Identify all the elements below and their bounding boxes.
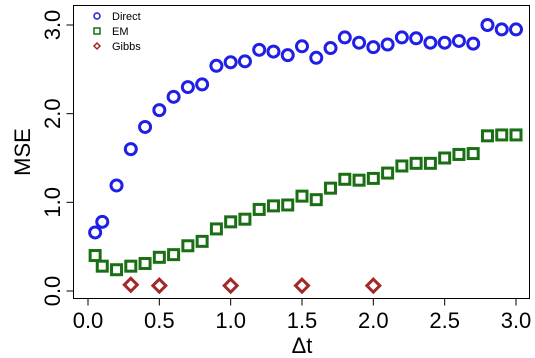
em-point	[281, 198, 295, 212]
direct-point	[437, 35, 452, 50]
em-point	[266, 199, 280, 213]
direct-point	[323, 41, 338, 56]
em-point	[423, 156, 437, 170]
direct-point	[494, 22, 509, 37]
direct-point	[380, 37, 395, 52]
x-axis: 0.0 0.5 1.0 1.5 2.0 2.5 3.0	[73, 298, 532, 333]
em-point	[480, 129, 494, 143]
legend-gibbs-marker	[92, 41, 102, 51]
direct-point	[451, 33, 466, 48]
em-point	[167, 248, 181, 262]
direct-point	[394, 30, 409, 45]
em-point	[495, 128, 509, 142]
em-point	[195, 234, 209, 248]
legend-direct-label: Direct	[112, 11, 141, 23]
y-tick-label: 1.0	[40, 187, 65, 218]
em-point	[224, 215, 238, 229]
em-point	[366, 171, 380, 185]
direct-point	[95, 214, 110, 229]
legend-gibbs-label: Gibbs	[112, 41, 141, 53]
gibbs-point	[222, 277, 240, 295]
direct-point	[180, 80, 195, 95]
y-tick-label: 3.0	[40, 10, 65, 41]
em-point	[209, 222, 223, 236]
direct-point	[466, 36, 481, 51]
direct-point	[123, 142, 138, 157]
x-axis-title: Δt	[292, 333, 313, 358]
series-gibbs	[122, 276, 382, 295]
direct-point	[109, 178, 124, 193]
direct-point	[280, 48, 295, 63]
direct-point	[337, 30, 352, 45]
direct-point	[209, 58, 224, 73]
legend-em-label: EM	[112, 26, 129, 38]
x-tick-label: 3.0	[501, 308, 532, 333]
direct-point	[252, 42, 267, 57]
y-axis-title: MSE	[10, 128, 35, 176]
legend-direct-marker	[93, 12, 101, 20]
em-point	[466, 147, 480, 161]
gibbs-point	[150, 277, 168, 295]
em-point	[88, 249, 102, 263]
legend: Direct EM Gibbs	[92, 11, 141, 53]
direct-point	[138, 119, 153, 134]
series-direct	[88, 18, 523, 240]
x-tick-label: 0.0	[73, 308, 104, 333]
plot-frame	[73, 5, 530, 299]
x-tick-label: 2.0	[358, 308, 389, 333]
direct-point	[166, 89, 181, 104]
y-tick-label: 2.0	[40, 98, 65, 129]
direct-point	[266, 44, 281, 59]
em-point	[452, 147, 466, 161]
direct-point	[352, 35, 367, 50]
gibbs-point	[364, 277, 382, 295]
em-point	[138, 257, 152, 271]
em-point	[252, 202, 266, 216]
em-point	[509, 128, 523, 142]
gibbs-point	[293, 277, 311, 295]
em-point	[352, 173, 366, 187]
direct-point	[509, 22, 523, 37]
em-point	[409, 156, 423, 170]
direct-point	[309, 50, 324, 65]
y-axis: 0.0 1.0 2.0 3.0	[40, 10, 74, 307]
direct-point	[152, 103, 167, 118]
direct-point	[423, 35, 438, 50]
em-point	[110, 263, 124, 277]
em-point	[381, 166, 395, 180]
em-point	[438, 151, 452, 165]
x-tick-label: 2.5	[429, 308, 460, 333]
direct-point	[195, 77, 210, 92]
em-point	[324, 181, 338, 195]
x-tick-label: 1.5	[287, 308, 318, 333]
em-point	[295, 189, 309, 203]
data-marks	[88, 18, 523, 295]
legend-em-marker	[93, 27, 101, 35]
direct-point	[223, 55, 238, 70]
direct-point	[237, 54, 252, 69]
em-point	[309, 193, 323, 207]
em-point	[124, 259, 138, 273]
direct-point	[88, 225, 103, 240]
em-point	[152, 250, 166, 264]
x-tick-label: 1.0	[215, 308, 246, 333]
direct-point	[480, 18, 495, 32]
em-point	[395, 159, 409, 173]
em-point	[181, 239, 195, 253]
direct-point	[366, 40, 381, 55]
series-em	[88, 128, 523, 277]
direct-point	[409, 31, 424, 46]
em-point	[238, 212, 252, 226]
gibbs-point	[122, 276, 140, 294]
y-tick-label: 0.0	[40, 276, 65, 307]
direct-point	[295, 39, 309, 54]
x-tick-label: 0.5	[144, 308, 175, 333]
em-point	[95, 259, 109, 273]
em-point	[338, 172, 352, 186]
